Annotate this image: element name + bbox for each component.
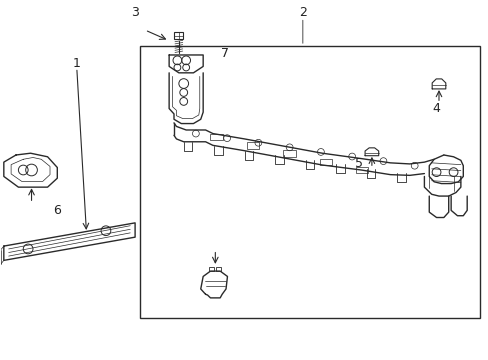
Text: 3: 3 bbox=[131, 6, 139, 19]
Text: 7: 7 bbox=[221, 47, 228, 60]
Text: 6: 6 bbox=[53, 204, 61, 217]
Bar bbox=[356, 167, 368, 173]
Bar bbox=[209, 267, 214, 271]
Text: 5: 5 bbox=[354, 157, 362, 170]
Bar bbox=[216, 267, 221, 271]
Bar bbox=[174, 32, 183, 39]
Text: 2: 2 bbox=[298, 6, 306, 19]
Text: 4: 4 bbox=[432, 102, 440, 115]
Text: 1: 1 bbox=[73, 57, 81, 71]
Bar bbox=[140, 46, 479, 318]
Bar bbox=[319, 158, 331, 165]
Bar bbox=[283, 150, 295, 157]
Bar bbox=[246, 142, 259, 149]
Bar bbox=[210, 134, 222, 140]
